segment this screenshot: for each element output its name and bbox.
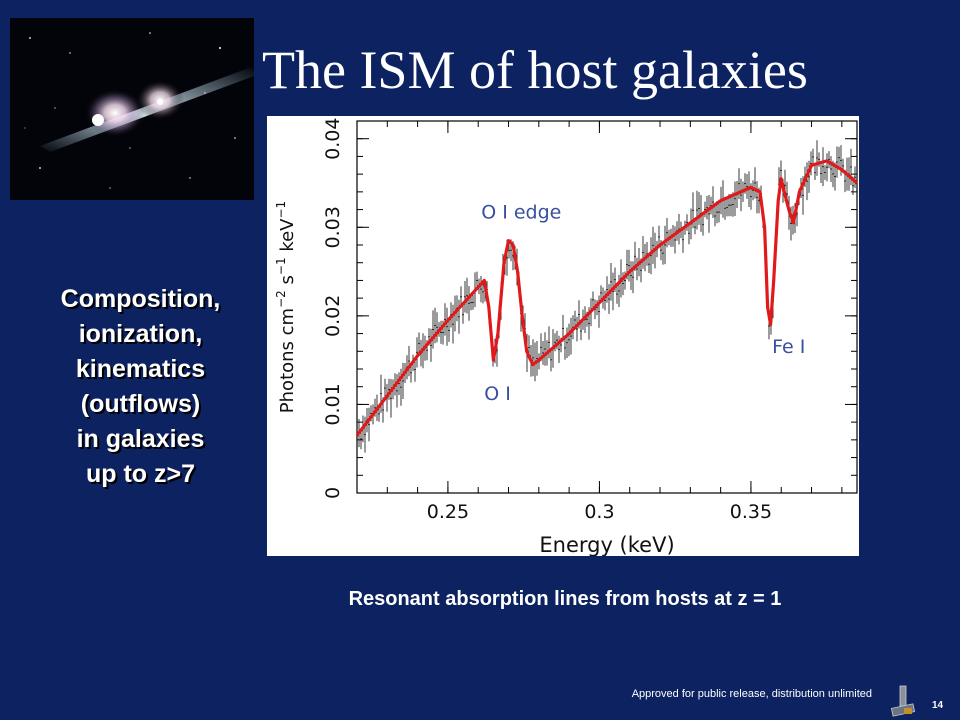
line-annotation: O I: [484, 383, 511, 405]
slide-title: The ISM of host galaxies: [262, 40, 808, 100]
y-tick-label: 0.02: [322, 295, 344, 337]
spectrum-chart-panel: 0.25 0.3 0.35 0 0.01 0.02 0.03 0.04 O I edge O …: [267, 116, 859, 557]
y-tick-label: 0.03: [322, 206, 344, 248]
side-line: up to z>7: [85, 460, 196, 488]
x-tick-label: 0.35: [730, 501, 772, 523]
x-tick-label: 0.3: [584, 501, 614, 523]
line-annotation: O I edge: [481, 201, 561, 223]
side-line: kinematics: [75, 355, 206, 383]
chart-caption: Resonant absorption lines from hosts at …: [348, 588, 782, 610]
side-line: Composition,: [60, 285, 221, 313]
x-tick-label: 0.25: [427, 501, 469, 523]
x-axis-label: Energy (keV): [539, 533, 674, 556]
galaxy-merger-image: [10, 18, 254, 200]
model-curve: [355, 159, 859, 437]
spectrum-chart: 0.25 0.3 0.35 0 0.01 0.02 0.03 0.04 O I edge O …: [274, 118, 859, 557]
satellite-icon: [890, 685, 916, 717]
y-tick-label: 0: [322, 487, 344, 499]
side-line: ionization,: [78, 320, 203, 348]
page-number: 14: [932, 700, 944, 711]
release-notice: Approved for public release, distributio…: [631, 688, 872, 700]
y-tick-label: 0.04: [322, 118, 344, 160]
y-axis-label: Photons cm−2 s−1 keV−1: [274, 201, 298, 413]
side-line: in galaxies: [76, 425, 205, 453]
side-line: (outflows): [80, 390, 201, 418]
plot-frame: [356, 120, 858, 494]
side-description: Composition, ionization, kinematics (out…: [28, 282, 253, 492]
line-annotation: Fe I: [772, 336, 805, 358]
y-tick-label: 0.01: [322, 383, 344, 425]
